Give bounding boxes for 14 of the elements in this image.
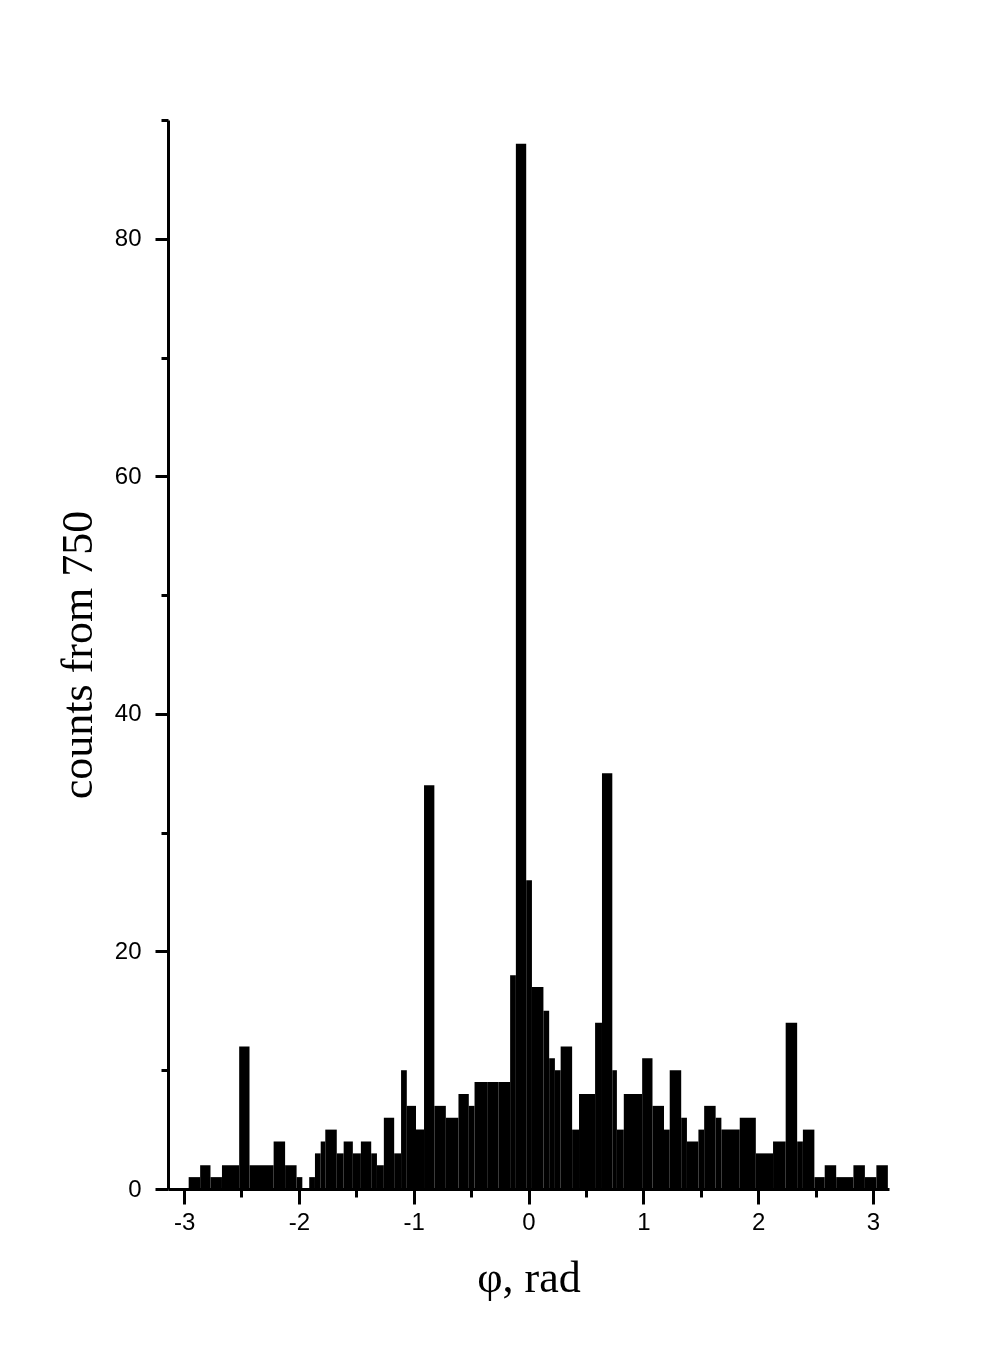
y-tick-label: 0 xyxy=(128,1174,142,1202)
x-tick-label: 0 xyxy=(522,1207,536,1235)
x-tick-label: -3 xyxy=(173,1207,196,1235)
y-tick-label: 60 xyxy=(114,461,142,489)
x-tick-label: 2 xyxy=(751,1207,766,1235)
x-tick-label: -1 xyxy=(403,1207,425,1235)
x-tick-label: -2 xyxy=(288,1207,311,1235)
x-tick-label: 1 xyxy=(637,1207,651,1235)
y-tick-label: 20 xyxy=(114,936,142,964)
x-axis-title: φ, rad xyxy=(477,1252,581,1302)
y-axis-title: counts from 750 xyxy=(52,510,102,800)
y-tick-label: 80 xyxy=(114,224,142,252)
y-tick-label: 40 xyxy=(114,699,142,727)
x-tick-label: 3 xyxy=(866,1207,881,1235)
